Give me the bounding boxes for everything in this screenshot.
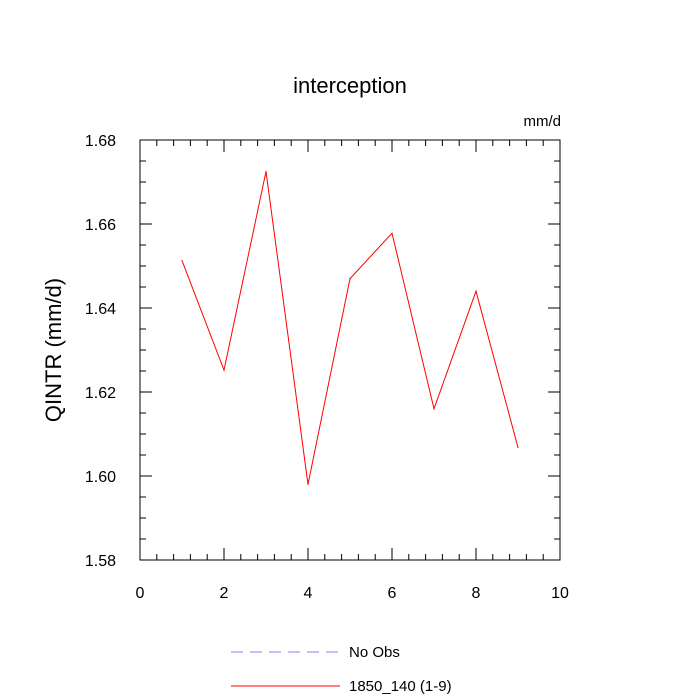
legend-label-no-obs: No Obs xyxy=(349,644,400,661)
data-point xyxy=(433,408,435,410)
x-tick-label: 8 xyxy=(472,585,481,602)
chart-title: interception xyxy=(293,73,407,98)
units-label: mm/d xyxy=(524,113,562,130)
data-point xyxy=(265,170,267,173)
y-tick-label: 1.64 xyxy=(85,301,116,318)
legend-label-1850-140: 1850_140 (1-9) xyxy=(349,678,452,695)
x-tick-label: 10 xyxy=(551,585,569,602)
y-tick-labels: 1.58 1.60 1.62 1.64 1.66 1.68 xyxy=(85,133,116,570)
y-tick-label: 1.60 xyxy=(85,469,116,486)
y-axis-label: QINTR (mm/d) xyxy=(41,278,66,422)
data-point xyxy=(181,259,183,262)
x-tick-label: 4 xyxy=(304,585,313,602)
legend: No Obs 1850_140 (1-9) xyxy=(231,644,452,695)
y-tick-label: 1.68 xyxy=(85,133,116,150)
data-point xyxy=(307,483,309,485)
x-tick-label: 0 xyxy=(136,585,145,602)
plot-frame xyxy=(139,139,561,561)
data-point xyxy=(391,232,393,234)
y-tick-label: 1.58 xyxy=(85,553,116,570)
series-line xyxy=(181,171,519,485)
x-tick-label: 6 xyxy=(388,585,397,602)
data-point xyxy=(475,290,477,292)
series-layer xyxy=(181,170,519,485)
y-tick-label: 1.62 xyxy=(85,385,116,402)
x-tick-label: 2 xyxy=(220,585,229,602)
data-point xyxy=(349,278,351,280)
x-tick-labels: 0 2 4 6 8 10 xyxy=(136,585,569,602)
axis-ticks xyxy=(139,139,561,561)
data-point xyxy=(517,446,519,449)
y-tick-label: 1.66 xyxy=(85,217,116,234)
data-point xyxy=(223,369,225,371)
